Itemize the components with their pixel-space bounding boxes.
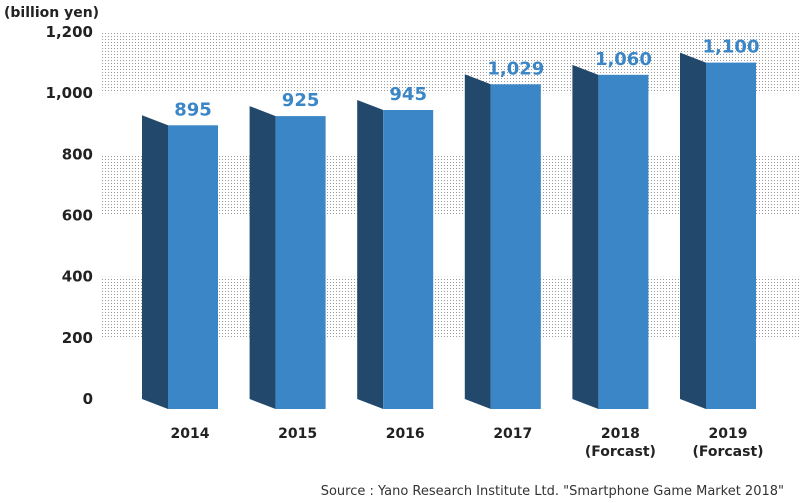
x-axis: 2014 2015 2016 2017 2018 (Forcast) 2019 (Forcas… bbox=[171, 426, 764, 460]
bar-side-2017 bbox=[464, 74, 491, 410]
x-tick-label: 2016 bbox=[386, 426, 425, 442]
y-tick-label: 1,000 bbox=[46, 84, 93, 102]
x-tick-note: (Forcast) bbox=[692, 444, 763, 460]
x-tick-label: 2019 bbox=[709, 426, 748, 442]
bar-2015 bbox=[275, 116, 326, 410]
bar-side-2019 bbox=[680, 52, 706, 409]
y-tick-label: 200 bbox=[62, 329, 93, 347]
unit-label: (billion yen) bbox=[4, 5, 99, 21]
y-tick-label: 1,200 bbox=[46, 23, 93, 41]
bar-2019 bbox=[706, 62, 756, 409]
y-tick-label: 400 bbox=[62, 268, 93, 286]
x-tick-label: 2014 bbox=[171, 426, 210, 442]
y-axis: 0 200 400 600 800 1,000 1,200 bbox=[46, 23, 93, 408]
bars: 895 925 945 1,029 1,060 1,100 bbox=[142, 37, 760, 410]
y-tick-label: 0 bbox=[83, 390, 93, 408]
x-tick-label: 2015 bbox=[278, 426, 317, 442]
y-tick-label: 800 bbox=[62, 145, 93, 163]
x-tick-note: (Forcast) bbox=[585, 444, 656, 460]
bar-side-2018 bbox=[572, 64, 599, 410]
data-label-2017: 1,029 bbox=[487, 58, 544, 79]
bar-side-2014 bbox=[142, 115, 168, 409]
bar-side-2016 bbox=[357, 99, 384, 410]
bar-2018 bbox=[598, 74, 649, 410]
data-label-2016: 945 bbox=[389, 84, 427, 105]
data-label-2014: 895 bbox=[174, 99, 212, 120]
y-tick-label: 600 bbox=[62, 207, 93, 225]
data-label-2015: 925 bbox=[282, 90, 320, 111]
data-label-2018: 1,060 bbox=[595, 49, 652, 70]
source-note: Source : Yano Research Institute Ltd. "S… bbox=[321, 484, 784, 499]
x-tick-label: 2017 bbox=[493, 426, 532, 442]
bar-side-2015 bbox=[249, 106, 276, 410]
data-label-2019: 1,100 bbox=[703, 37, 760, 58]
bar-2014 bbox=[168, 125, 218, 409]
bar-2016 bbox=[383, 109, 434, 410]
bar-2017 bbox=[490, 84, 541, 410]
x-tick-label: 2018 bbox=[601, 426, 640, 442]
